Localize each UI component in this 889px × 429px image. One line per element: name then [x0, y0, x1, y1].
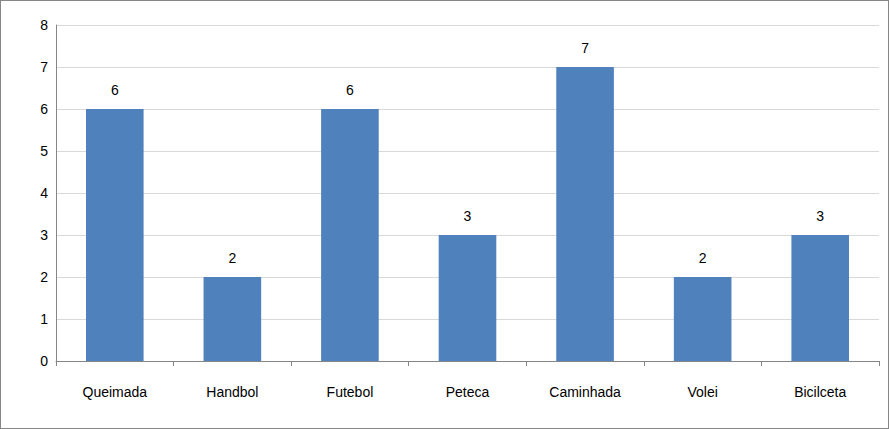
svg-text:6: 6	[111, 82, 119, 98]
svg-text:4: 4	[40, 185, 48, 201]
svg-text:0: 0	[40, 353, 48, 369]
svg-text:Volei: Volei	[687, 384, 717, 400]
svg-text:Caminhada: Caminhada	[549, 384, 621, 400]
svg-text:6: 6	[346, 82, 354, 98]
svg-text:Bicilceta: Bicilceta	[794, 384, 846, 400]
svg-text:Futebol: Futebol	[327, 384, 374, 400]
svg-text:2: 2	[228, 250, 236, 266]
svg-text:5: 5	[40, 143, 48, 159]
svg-text:3: 3	[40, 227, 48, 243]
svg-text:3: 3	[464, 208, 472, 224]
svg-text:2: 2	[699, 250, 707, 266]
svg-text:7: 7	[581, 40, 589, 56]
svg-text:7: 7	[40, 59, 48, 75]
svg-text:1: 1	[40, 311, 48, 327]
svg-text:2: 2	[40, 269, 48, 285]
svg-text:6: 6	[40, 101, 48, 117]
svg-text:8: 8	[40, 17, 48, 33]
svg-text:Peteca: Peteca	[446, 384, 490, 400]
svg-text:3: 3	[816, 208, 824, 224]
svg-text:Queimada: Queimada	[82, 384, 147, 400]
svg-text:Handbol: Handbol	[206, 384, 258, 400]
